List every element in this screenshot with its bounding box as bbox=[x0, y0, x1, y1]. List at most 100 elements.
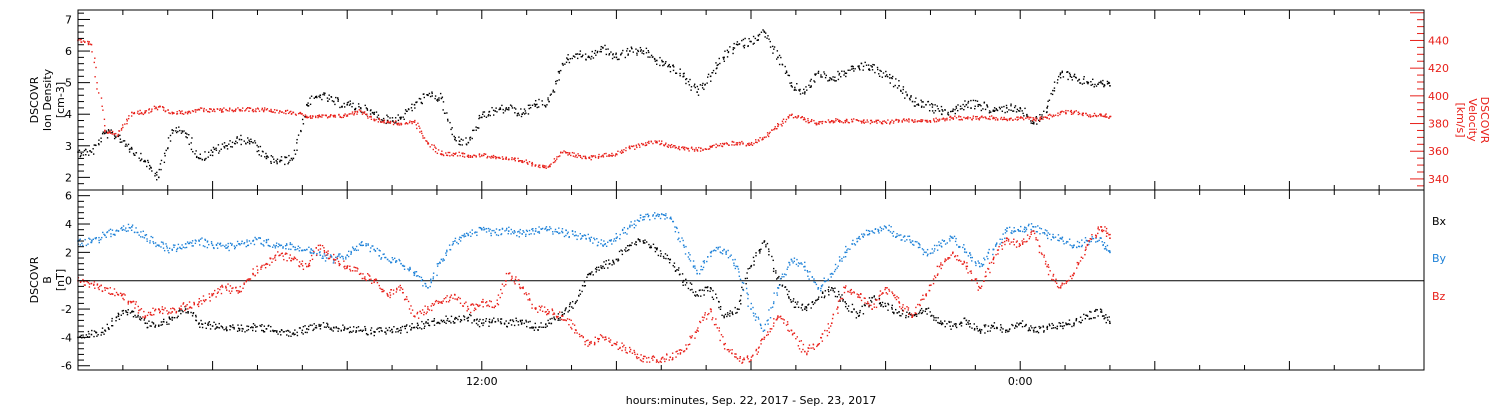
data-point bbox=[380, 327, 382, 329]
data-point bbox=[369, 329, 372, 331]
data-point bbox=[157, 106, 160, 108]
data-point bbox=[346, 266, 348, 269]
data-point bbox=[129, 148, 131, 150]
data-point bbox=[1011, 232, 1013, 235]
data-point bbox=[752, 256, 755, 259]
data-point bbox=[494, 231, 497, 234]
data-point bbox=[352, 326, 355, 328]
data-point bbox=[504, 110, 506, 112]
data-point bbox=[558, 311, 561, 313]
data-point bbox=[301, 249, 303, 252]
data-point bbox=[1047, 232, 1049, 234]
data-point bbox=[392, 258, 394, 261]
data-point bbox=[804, 261, 806, 264]
data-point bbox=[372, 112, 374, 114]
data-point bbox=[405, 325, 407, 327]
data-point bbox=[850, 118, 853, 121]
data-point bbox=[427, 322, 429, 325]
data-point bbox=[685, 77, 688, 80]
data-point bbox=[1029, 116, 1031, 119]
data-point bbox=[134, 231, 136, 234]
data-point bbox=[171, 316, 174, 319]
data-point bbox=[1004, 329, 1007, 332]
data-point bbox=[499, 157, 501, 159]
data-point bbox=[635, 224, 637, 227]
data-point bbox=[194, 242, 197, 245]
data-point bbox=[995, 116, 997, 119]
data-point bbox=[926, 121, 928, 123]
data-point bbox=[476, 127, 479, 129]
data-point bbox=[908, 235, 911, 237]
data-point bbox=[209, 154, 212, 156]
data-point bbox=[820, 289, 822, 292]
data-point bbox=[950, 110, 952, 113]
data-point bbox=[98, 241, 100, 244]
data-point bbox=[411, 327, 413, 329]
data-point bbox=[515, 317, 517, 320]
data-point bbox=[746, 277, 748, 280]
data-point bbox=[918, 120, 920, 122]
data-point bbox=[549, 164, 551, 166]
data-point bbox=[954, 108, 956, 111]
data-point bbox=[794, 301, 797, 303]
data-point bbox=[719, 251, 722, 253]
data-point bbox=[1097, 115, 1100, 117]
data-point bbox=[448, 244, 451, 246]
data-point bbox=[893, 311, 895, 314]
data-point bbox=[687, 80, 690, 83]
data-point bbox=[568, 152, 571, 154]
data-point bbox=[285, 252, 287, 254]
data-point bbox=[404, 109, 407, 111]
data-point bbox=[678, 237, 680, 239]
data-point bbox=[113, 288, 116, 290]
data-point bbox=[926, 313, 928, 315]
data-point bbox=[515, 319, 518, 322]
data-point bbox=[246, 279, 248, 281]
data-point bbox=[810, 120, 813, 122]
data-point bbox=[324, 114, 327, 116]
data-point bbox=[105, 130, 108, 132]
data-point bbox=[492, 154, 495, 157]
data-point bbox=[1004, 111, 1006, 114]
data-point bbox=[786, 293, 789, 296]
data-point bbox=[405, 296, 408, 298]
data-point bbox=[344, 113, 346, 115]
data-point bbox=[246, 329, 248, 332]
data-point bbox=[642, 219, 644, 221]
data-point bbox=[664, 253, 667, 255]
data-point bbox=[538, 232, 541, 234]
data-point bbox=[630, 221, 632, 223]
data-point bbox=[223, 145, 225, 148]
data-point bbox=[871, 69, 874, 71]
data-point bbox=[187, 111, 190, 113]
data-point bbox=[220, 245, 222, 247]
data-point bbox=[884, 226, 887, 228]
data-point bbox=[972, 117, 974, 119]
data-point bbox=[875, 120, 877, 123]
data-point bbox=[1019, 322, 1021, 325]
data-point bbox=[1000, 241, 1003, 244]
data-point bbox=[969, 326, 971, 328]
data-point bbox=[777, 123, 780, 126]
data-point bbox=[821, 122, 823, 125]
data-point bbox=[478, 154, 481, 156]
data-point bbox=[309, 252, 312, 254]
data-point bbox=[219, 109, 221, 112]
data-point bbox=[1017, 110, 1020, 112]
data-point bbox=[363, 111, 366, 113]
data-point bbox=[688, 252, 690, 254]
data-point bbox=[702, 148, 704, 151]
data-point bbox=[946, 119, 948, 121]
data-point bbox=[832, 289, 834, 292]
data-point bbox=[254, 274, 256, 277]
data-point bbox=[267, 156, 269, 158]
data-point bbox=[580, 335, 583, 337]
data-point bbox=[815, 123, 818, 126]
data-point bbox=[665, 142, 667, 144]
data-point bbox=[1020, 225, 1022, 228]
data-point bbox=[1054, 236, 1057, 238]
data-point bbox=[682, 244, 685, 247]
data-point bbox=[732, 313, 734, 316]
data-point bbox=[931, 110, 934, 112]
data-point bbox=[877, 119, 880, 122]
